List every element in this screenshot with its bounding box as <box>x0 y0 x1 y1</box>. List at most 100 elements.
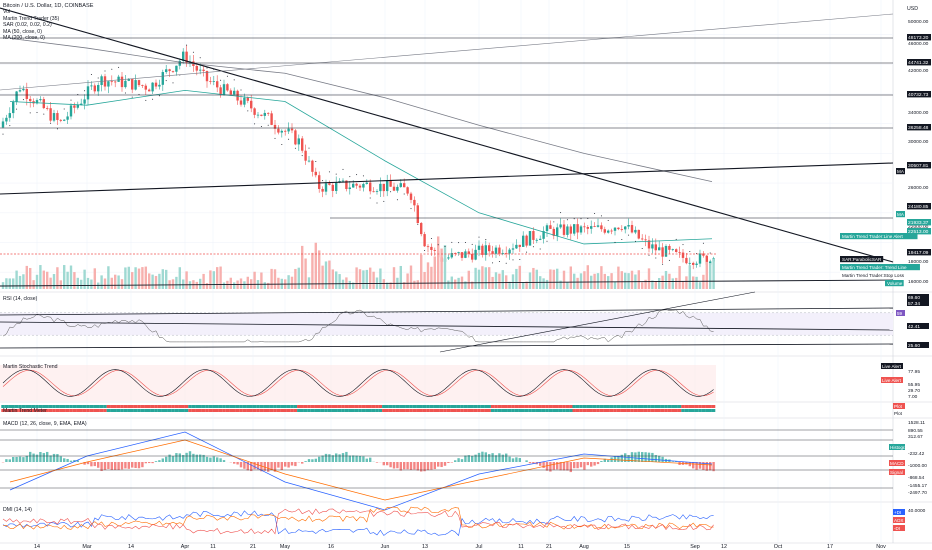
candle-body <box>382 183 385 192</box>
indicator-sar[interactable]: SAR (0.02, 0.02, 0.2) <box>3 22 52 29</box>
candle-body <box>450 253 453 258</box>
candle-body <box>151 82 154 92</box>
macd-histogram-bar <box>426 462 430 471</box>
meter-cell <box>446 405 451 408</box>
rsi-title[interactable]: RSI (14, close) <box>3 296 38 302</box>
meter-cell <box>161 405 165 408</box>
macd-title[interactable]: MACD (12, 26, close, 9, EMA, EMA) <box>3 421 87 427</box>
candle-body <box>15 91 18 102</box>
indicator-vol[interactable]: Vol <box>3 9 11 16</box>
time-tick-label: 13 <box>422 544 428 550</box>
meter-cell <box>416 409 420 412</box>
candle-body <box>76 104 79 108</box>
meter-cell <box>222 409 226 412</box>
stoch-bg <box>0 365 716 401</box>
dmi-title[interactable]: DMI (14, 14) <box>3 507 32 513</box>
volume-bar <box>433 256 436 289</box>
sar-dot <box>566 219 568 221</box>
volume-bar <box>304 258 307 289</box>
volume-bar <box>5 278 8 289</box>
candle-body <box>144 85 147 90</box>
meter-cell <box>86 405 90 408</box>
stoch-title[interactable]: Martin Stochastic Trend <box>3 364 58 370</box>
sar-dot <box>36 112 38 114</box>
candle-body <box>420 223 423 235</box>
price-tag-label: Martin Trend Trader:Stop Loss <box>842 273 905 278</box>
meter-cell <box>246 405 250 408</box>
indicator-martin-trend[interactable]: Martin Trend Trader (35) <box>3 15 60 22</box>
volume-bar <box>175 276 178 289</box>
candle-body <box>205 71 209 82</box>
indicator-ma200[interactable]: MA (200, close, 0) <box>3 35 45 42</box>
volume-bar <box>603 273 606 289</box>
meter-cell <box>229 409 233 412</box>
meter-cell <box>691 409 695 412</box>
volume-bar <box>488 267 491 289</box>
candle-body <box>685 257 688 264</box>
macd-histogram-bar <box>314 458 317 462</box>
volume-bar <box>107 266 110 289</box>
trendline-flat <box>0 162 894 195</box>
meter-cell <box>286 409 291 412</box>
dmi-pane <box>2 506 714 537</box>
volume-bar <box>171 279 175 289</box>
meter-cell <box>147 405 151 408</box>
candle-body <box>610 230 613 232</box>
candle-body <box>617 227 620 230</box>
macd-histogram-bar <box>386 462 389 466</box>
meter-cell <box>399 409 403 412</box>
candle-body <box>110 81 113 83</box>
meter-cell <box>334 409 338 412</box>
meter-cell <box>405 405 410 408</box>
ma50-line <box>9 89 713 245</box>
time-tick-label: 11 <box>518 544 524 550</box>
price-tick: 34000.00 <box>908 110 929 116</box>
sar-dot <box>220 79 222 81</box>
macd-histogram-bar <box>127 462 130 469</box>
volume-bar <box>355 267 358 289</box>
candle-body <box>63 119 66 121</box>
meter-cell <box>164 409 168 412</box>
symbol-title[interactable]: Bitcoin / U.S. Dollar, 1D, COINBASE <box>3 3 94 9</box>
macd-histogram-bar <box>457 458 460 462</box>
volume-bar <box>600 266 603 289</box>
trendmeter-title[interactable]: Martin Trend Meter <box>3 408 47 414</box>
sar-dot <box>56 128 58 130</box>
meter-cell <box>654 409 658 412</box>
macd-histogram-bar <box>114 462 117 470</box>
indicator-ma50[interactable]: MA (50, close, 0) <box>3 28 42 35</box>
candle-body <box>222 84 226 95</box>
meter-cell <box>93 405 97 408</box>
meter-cell <box>443 409 447 412</box>
sar-dot <box>16 108 18 110</box>
macd-histogram-bar <box>66 458 69 462</box>
meter-cell <box>555 409 559 412</box>
candle-body <box>586 227 589 229</box>
macd-histogram-bar <box>542 462 545 469</box>
candle-body <box>471 253 474 260</box>
candle-body <box>692 262 695 265</box>
meter-cell <box>269 405 274 408</box>
macd-histogram-bar <box>651 452 654 462</box>
meter-cell <box>467 409 471 412</box>
meter-cell <box>1 405 5 408</box>
volume-bar <box>270 268 273 289</box>
meter-cell <box>412 405 417 408</box>
sar-dot <box>444 245 446 247</box>
sar-dot <box>308 147 310 149</box>
volume-bar <box>294 268 297 289</box>
volume-bar <box>151 274 154 289</box>
macd-histogram-bar <box>488 454 491 462</box>
meter-cell <box>552 409 556 412</box>
macd-histogram-bar <box>460 459 464 462</box>
macd-histogram-bar <box>498 453 501 462</box>
volume-bar <box>93 268 96 289</box>
meter-cell <box>235 405 240 408</box>
macd-histogram-bar <box>131 462 134 468</box>
candle-body <box>267 112 270 114</box>
meter-cell <box>684 409 689 412</box>
meter-cell <box>120 405 124 408</box>
volume-bar <box>654 281 657 289</box>
macd-histogram-bar <box>341 453 345 462</box>
